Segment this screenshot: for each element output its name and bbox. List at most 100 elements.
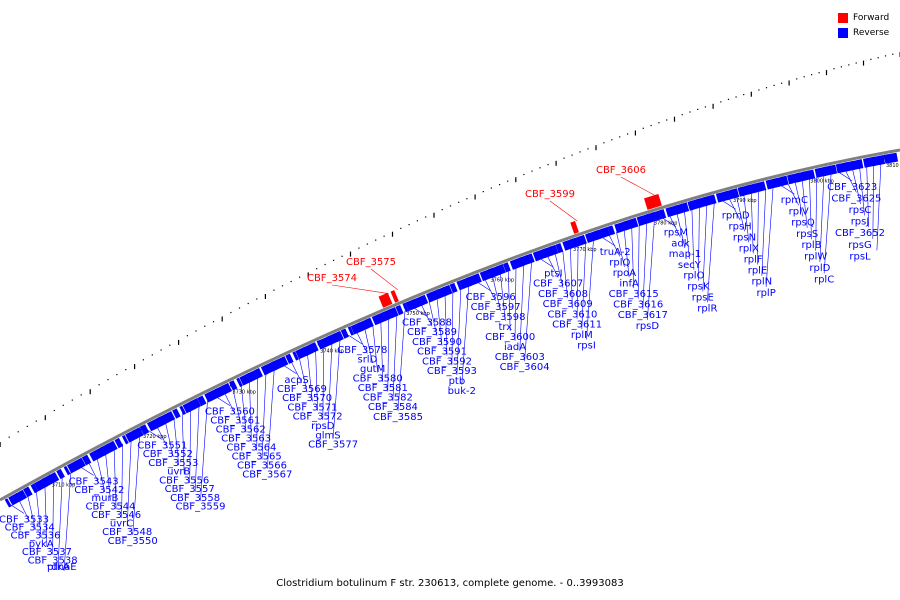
guide-dot bbox=[408, 224, 410, 226]
leader-line bbox=[761, 188, 767, 276]
reverse-gene-label: dnaE bbox=[51, 562, 76, 573]
reverse-gene-label: CBF_3560 bbox=[205, 407, 255, 418]
leader-line bbox=[79, 466, 94, 476]
legend: Forward Reverse bbox=[838, 10, 889, 40]
reverse-gene-label: CBF_3609 bbox=[543, 299, 593, 310]
reverse-gene-label: CBF_3551 bbox=[137, 441, 187, 452]
leader-line bbox=[608, 234, 621, 257]
leader-line bbox=[261, 372, 267, 460]
guide-dot bbox=[840, 66, 842, 68]
scale-tick-label: 3760 kbp bbox=[491, 277, 515, 283]
forward-gene bbox=[390, 290, 399, 303]
guide-dot bbox=[134, 364, 136, 370]
reverse-gene bbox=[578, 234, 587, 246]
reverse-gene bbox=[107, 440, 118, 452]
scale-tick-label: 3740 kbp bbox=[320, 349, 344, 355]
guide-dot bbox=[17, 431, 19, 433]
guide-dot bbox=[758, 89, 760, 91]
leader-line bbox=[794, 181, 804, 217]
leader-line bbox=[267, 368, 275, 469]
leader-line bbox=[428, 300, 438, 336]
reverse-gene-label: rplO bbox=[683, 271, 704, 282]
reverse-gene bbox=[204, 392, 212, 403]
reverse-gene bbox=[164, 411, 176, 423]
guide-dot bbox=[673, 116, 676, 122]
reverse-gene bbox=[665, 207, 671, 218]
leader-line bbox=[581, 242, 587, 330]
reverse-gene-label: rpsM bbox=[664, 228, 688, 239]
reverse-gene bbox=[658, 209, 667, 220]
leader-line bbox=[327, 342, 333, 430]
reverse-gene-label: CBF_3534 bbox=[5, 523, 55, 534]
reverse-gene-label: CBF_3600 bbox=[485, 332, 535, 343]
guide-dot bbox=[221, 316, 223, 322]
guide-dot bbox=[563, 157, 565, 159]
guide-dot bbox=[892, 53, 894, 55]
leader-line bbox=[519, 263, 525, 352]
reverse-gene bbox=[4, 498, 12, 508]
reverse-gene bbox=[652, 210, 662, 222]
reverse-gene-label: rpsE bbox=[692, 292, 714, 303]
reverse-gene bbox=[236, 377, 243, 388]
guide-dot bbox=[400, 227, 402, 229]
reverse-gene-label: CBF_3616 bbox=[613, 300, 663, 311]
scale-tick-label: 3810 kbp bbox=[886, 163, 900, 169]
leader-line bbox=[364, 327, 373, 364]
leader-line bbox=[637, 224, 640, 299]
guide-dot bbox=[341, 255, 343, 257]
guide-dot bbox=[474, 194, 476, 200]
reverse-gene bbox=[48, 471, 60, 484]
reverse-gene-label: rpoA bbox=[613, 268, 637, 279]
leader-line bbox=[743, 194, 750, 243]
leader-line bbox=[165, 421, 174, 457]
guide-dot bbox=[0, 442, 1, 447]
leader-line bbox=[387, 317, 390, 392]
reverse-gene bbox=[347, 326, 355, 336]
reverse-gene-label: rpsK bbox=[687, 282, 710, 293]
guide-dot bbox=[825, 70, 828, 76]
leader-line bbox=[872, 164, 875, 239]
forward-gene bbox=[378, 292, 393, 308]
guide-dot bbox=[642, 127, 644, 129]
reverse-gene-label: CBF_3553 bbox=[148, 458, 198, 469]
leader-line bbox=[524, 261, 532, 362]
reverse-gene bbox=[357, 319, 369, 332]
guide-dot bbox=[611, 139, 613, 141]
leader-line bbox=[698, 206, 700, 281]
guide-dot bbox=[788, 80, 790, 86]
reverse-gene-label: CBF_3567 bbox=[242, 470, 292, 481]
reverse-gene bbox=[63, 465, 71, 476]
reverse-gene bbox=[23, 486, 33, 498]
leader-line bbox=[562, 250, 568, 299]
leader-line bbox=[876, 163, 882, 251]
reverse-gene bbox=[56, 468, 65, 480]
reverse-gene-label: rpsQ bbox=[791, 218, 815, 229]
reverse-gene bbox=[316, 339, 324, 350]
leader-line bbox=[623, 229, 630, 278]
forward-gene bbox=[644, 194, 662, 210]
leader-line bbox=[322, 345, 325, 421]
reverse-gene-label: rpsS bbox=[796, 229, 818, 240]
reverse-gene bbox=[172, 408, 181, 419]
reverse-gene-label: CBF_3558 bbox=[170, 493, 220, 504]
leader-line bbox=[9, 504, 25, 514]
reverse-gene bbox=[395, 304, 404, 316]
reverse-gene bbox=[221, 382, 233, 395]
forward-gene bbox=[570, 220, 579, 234]
guide-dot bbox=[523, 173, 525, 176]
leader-line bbox=[631, 226, 634, 289]
leader-line bbox=[372, 324, 378, 373]
scale-tick-label: 3770 kbp bbox=[573, 247, 597, 253]
leader-line bbox=[27, 494, 36, 530]
guide-dot bbox=[125, 369, 127, 371]
guide-dot bbox=[107, 379, 109, 381]
reverse-gene bbox=[197, 395, 207, 407]
reverse-gene bbox=[419, 294, 429, 306]
reverse-gene-label: rpsC bbox=[849, 205, 872, 216]
reverse-gene-label: uvrC bbox=[110, 519, 133, 530]
reverse-swatch-icon bbox=[838, 27, 848, 38]
leader-line bbox=[461, 284, 470, 385]
leader-line bbox=[476, 281, 491, 292]
reverse-gene bbox=[555, 243, 564, 254]
